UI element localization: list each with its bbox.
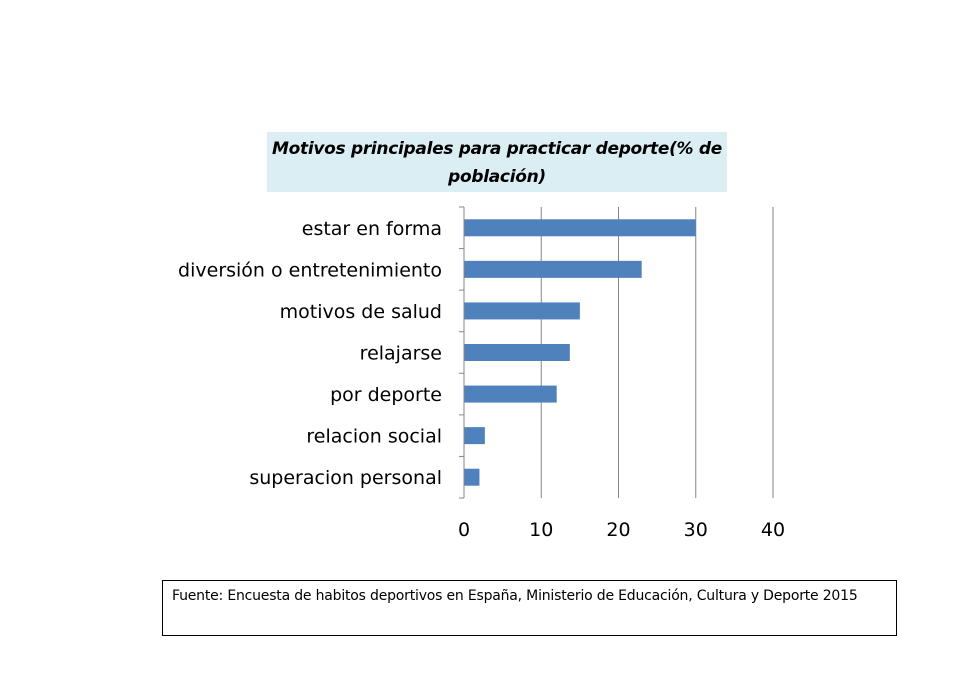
x-tick-label-0: 0 [458, 519, 470, 541]
source-note: Fuente: Encuesta de habitos deportivos e… [162, 580, 897, 636]
bar-1 [464, 260, 642, 278]
category-label-1: diversión o entretenimiento [178, 259, 442, 281]
category-label-5: relacion social [306, 426, 442, 448]
bar-2 [464, 302, 580, 320]
x-tick-label-1: 10 [529, 519, 553, 541]
category-label-4: por deporte [330, 384, 442, 406]
chart-title: Motivos principales para practicar depor… [267, 132, 727, 192]
bar-3 [464, 344, 570, 361]
category-label-2: motivos de salud [280, 301, 442, 323]
x-tick-label-3: 30 [684, 519, 708, 541]
category-label-0: estar en forma [302, 218, 442, 240]
bar-6 [464, 468, 480, 486]
category-label-3: relajarse [360, 343, 442, 365]
bar-5 [464, 427, 485, 445]
bar-4 [464, 385, 557, 403]
x-tick-label-2: 20 [606, 519, 630, 541]
bar-0 [464, 219, 696, 237]
category-label-6: superacion personal [249, 467, 442, 489]
x-tick-label-4: 40 [761, 519, 785, 541]
